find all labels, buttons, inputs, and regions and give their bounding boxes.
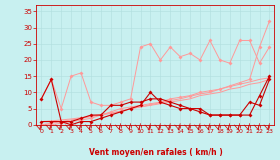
X-axis label: Vent moyen/en rafales ( km/h ): Vent moyen/en rafales ( km/h ) — [88, 148, 222, 157]
